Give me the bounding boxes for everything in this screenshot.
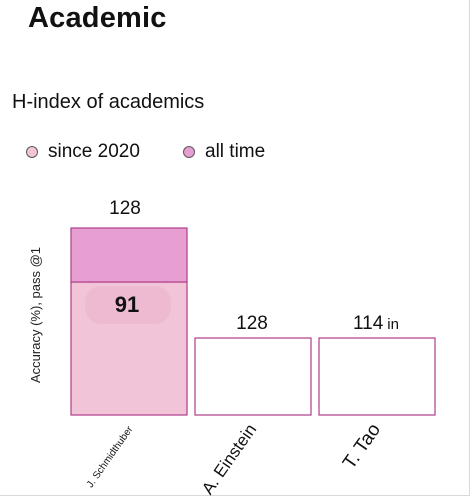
legend-item-since-2020: since 2020 — [26, 141, 140, 163]
legend-swatch-since-2020 — [26, 146, 38, 158]
value-label-1: 128 — [236, 313, 268, 334]
bar-all-time-0 — [70, 227, 188, 283]
chart-title: H-index of academics — [12, 91, 205, 113]
bars-group — [70, 227, 436, 416]
legend-item-all-time: all time — [183, 141, 265, 163]
value-label-2: 114 in — [353, 313, 399, 334]
legend-label-since-2020: since 2020 — [48, 141, 140, 162]
x-tick-label-2: T. Tao — [339, 420, 385, 473]
legend-label-all-time: all time — [205, 141, 266, 162]
value-label-0: 128 — [109, 198, 141, 219]
bar-all-time-1 — [194, 337, 312, 416]
x-tick-label-1: A. Einstein — [198, 420, 260, 497]
value-suffix-2: in — [387, 316, 399, 333]
bar-all-time-2 — [318, 337, 436, 416]
inner-value-label-0: 91 — [115, 292, 139, 317]
x-tick-label-0: J. Schmidthuber — [85, 424, 136, 490]
page-heading: Academic — [28, 2, 167, 34]
inner-label-bg-0 — [85, 286, 171, 325]
legend-swatch-all-time — [183, 146, 195, 158]
y-axis-label: Accuracy (%), pass @1 — [28, 247, 43, 383]
